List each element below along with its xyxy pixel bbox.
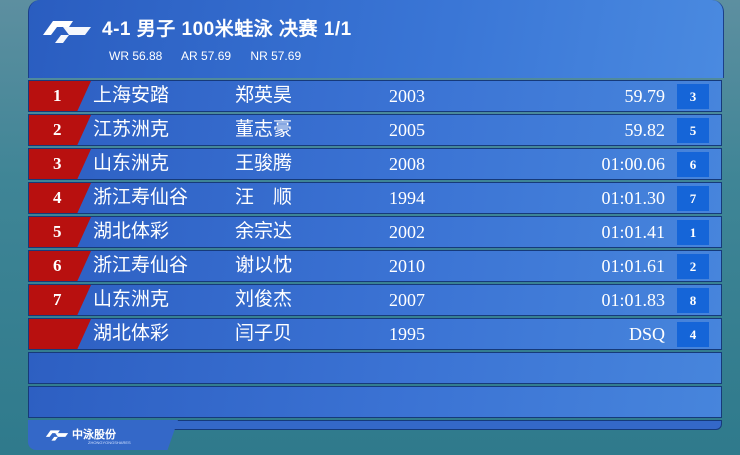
team-name: 江苏洲克	[93, 119, 170, 140]
result-row: 3 山东洲克 王骏腾 2008 01:00.06 6	[28, 148, 722, 180]
result-time: 01:00.06	[601, 154, 665, 174]
birth-year: 2007	[389, 290, 425, 310]
event-title: 4-1 男子 100米蛙泳 决赛 1/1	[102, 19, 352, 40]
rank: 4	[29, 183, 91, 213]
empty-row	[28, 386, 722, 418]
lane-number: 5	[677, 118, 709, 143]
swimmer-name: 汪 顺	[235, 187, 293, 208]
result-row: 湖北体彩 闫子贝 1995 DSQ 4	[28, 318, 722, 350]
result-time: 01:01.83	[601, 290, 665, 310]
rank: 1	[29, 81, 91, 111]
result-time: 01:01.30	[601, 188, 665, 208]
result-row: 2 江苏洲克 董志豪 2005 59.82 5	[28, 114, 722, 146]
swimmer-name: 董志豪	[235, 119, 293, 140]
team-name: 湖北体彩	[93, 221, 170, 242]
swimmer-name: 闫子贝	[235, 323, 293, 344]
zhongyong-logo-icon	[43, 21, 91, 43]
rank: 2	[29, 115, 91, 145]
result-row: 1 上海安踏 郑英昊 2003 59.79 3	[28, 80, 722, 112]
world-record: WR 56.88	[109, 49, 163, 63]
national-record: NR 57.69	[250, 49, 302, 63]
zhongyong-logo-icon	[45, 430, 69, 441]
result-time: 59.82	[624, 120, 666, 140]
result-time: 01:01.61	[601, 256, 665, 276]
team-name: 浙江寿仙谷	[93, 255, 189, 276]
records: WR 56.88 AR 57.69 NR 57.69	[109, 49, 317, 63]
result-row: 7 山东洲克 刘俊杰 2007 01:01.83 8	[28, 284, 722, 316]
rank: 5	[29, 217, 91, 247]
swimmer-name: 谢以忱	[235, 255, 293, 276]
lane-number: 3	[677, 84, 709, 109]
result-row: 6 浙江寿仙谷 谢以忱 2010 01:01.61 2	[28, 250, 722, 282]
swimmer-name: 刘俊杰	[235, 289, 293, 310]
team-name: 浙江寿仙谷	[93, 187, 189, 208]
team-name: 山东洲克	[93, 289, 170, 310]
birth-year: 2002	[389, 222, 425, 242]
rank: 3	[29, 149, 91, 179]
swimmer-name: 郑英昊	[235, 85, 293, 106]
lane-number: 2	[677, 254, 709, 279]
lane-number: 4	[677, 322, 709, 347]
brand-sub: ZHONGYONGSHARES	[88, 440, 131, 445]
birth-year: 1995	[389, 324, 425, 344]
birth-year: 2003	[389, 86, 425, 106]
team-name: 山东洲克	[93, 153, 170, 174]
rank: 7	[29, 285, 91, 315]
team-name: 上海安踏	[93, 85, 170, 106]
rank: 6	[29, 251, 91, 281]
result-row: 4 浙江寿仙谷 汪 顺 1994 01:01.30 7	[28, 182, 722, 214]
result-time: DSQ	[628, 324, 665, 344]
lane-number: 7	[677, 186, 709, 211]
lane-number: 1	[677, 220, 709, 245]
birth-year: 2008	[389, 154, 425, 174]
asian-record: AR 57.69	[181, 49, 232, 63]
swimmer-name: 王骏腾	[235, 153, 293, 174]
empty-row	[28, 352, 722, 384]
birth-year: 2010	[389, 256, 425, 276]
lane-number: 8	[677, 288, 709, 313]
team-name: 湖北体彩	[93, 323, 170, 344]
birth-year: 2005	[389, 120, 425, 140]
brand-name: 中泳股份	[72, 429, 116, 441]
header-panel: 4-1 男子 100米蛙泳 决赛 1/1 WR 56.88 AR 57.69 N…	[28, 0, 724, 78]
result-time: 01:01.41	[601, 222, 665, 242]
footer: 中泳股份 ZHONGYONGSHARES	[28, 420, 722, 450]
birth-year: 1994	[389, 188, 425, 208]
rank	[29, 319, 91, 349]
result-time: 59.79	[624, 86, 666, 106]
result-row: 5 湖北体彩 余宗达 2002 01:01.41 1	[28, 216, 722, 248]
swimmer-name: 余宗达	[235, 221, 293, 242]
lane-number: 6	[677, 152, 709, 177]
